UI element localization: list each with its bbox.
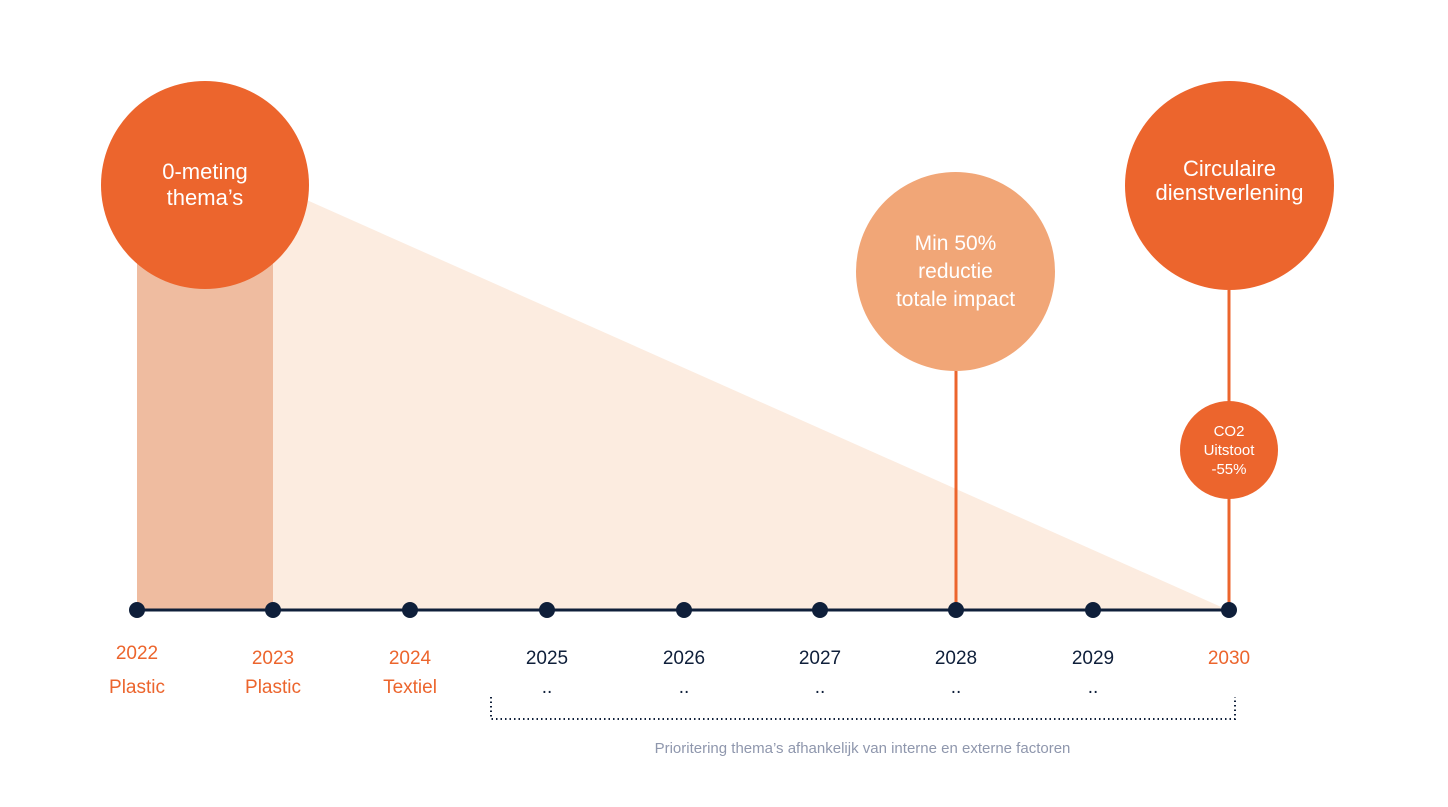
theme-label-2022: Plastic: [109, 677, 165, 698]
timeline-dot-2028: [948, 602, 964, 618]
year-label-2022: 2022: [115, 643, 159, 664]
year-label-2027: 2027: [798, 648, 842, 669]
milestone-co2-emission: CO2 Uitstoot -55%: [1180, 401, 1278, 499]
year-label-2024: 2024: [388, 648, 432, 669]
year-label-2023: 2023: [251, 648, 295, 669]
timeline-dot-2027: [812, 602, 828, 618]
year-label-2029: 2029: [1071, 648, 1115, 669]
priority-bracket: [490, 697, 1236, 720]
timeline-dot-2029: [1085, 602, 1101, 618]
theme-label-2029: ..: [1087, 677, 1099, 698]
timeline-dot-2030: [1221, 602, 1237, 618]
theme-label-2027: ..: [814, 677, 826, 698]
timeline-dot-2023: [265, 602, 281, 618]
theme-label-2028: ..: [950, 677, 962, 698]
theme-label-2025: ..: [541, 677, 553, 698]
milestone-circular-services: Circulaire dienstverlening: [1125, 81, 1334, 290]
timeline-dot-2025: [539, 602, 555, 618]
year-label-2025: 2025: [525, 648, 569, 669]
milestone-zero-meting: 0-meting thema’s: [101, 81, 309, 289]
theme-label-2023: Plastic: [245, 677, 301, 698]
impact-reduction-wedge: [273, 185, 1228, 610]
timeline-dot-2022: [129, 602, 145, 618]
theme-label-2026: ..: [678, 677, 690, 698]
timeline-dot-2026: [676, 602, 692, 618]
timeline-dot-2024: [402, 602, 418, 618]
priority-footnote: Prioritering thema’s afhankelijk van int…: [654, 740, 1071, 757]
year-label-2028: 2028: [934, 648, 978, 669]
year-label-2026: 2026: [662, 648, 706, 669]
milestone-reduction: Min 50% reductie totale impact: [856, 172, 1055, 371]
theme-label-2024: Textiel: [383, 677, 437, 698]
year-label-2030: 2030: [1207, 648, 1251, 669]
